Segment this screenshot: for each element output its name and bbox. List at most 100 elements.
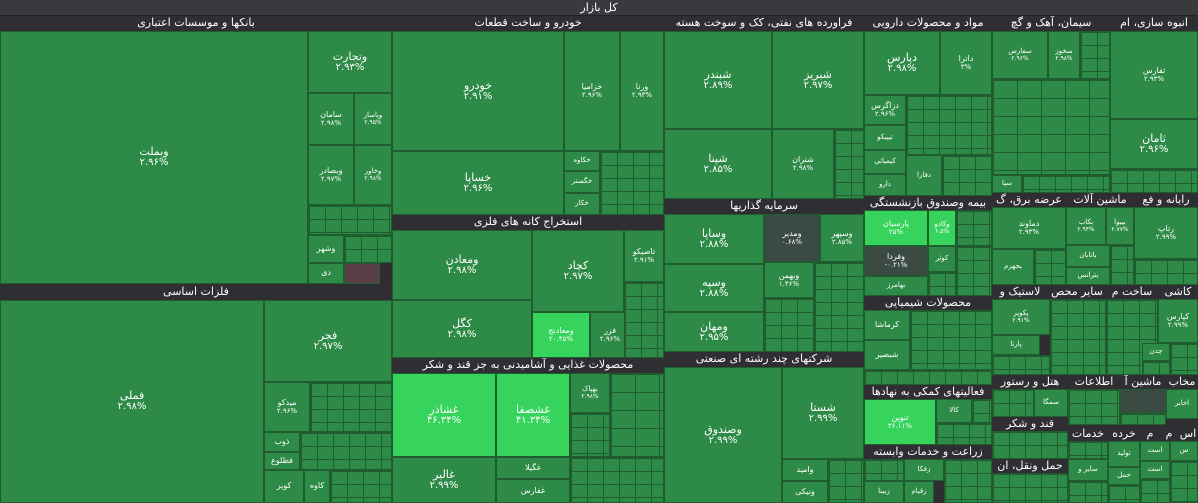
tile-bank-negative[interactable] [344,263,380,284]
tile-kermasha[interactable]: کرماشا [864,310,910,340]
tile-shasta[interactable]: شستا ۲.۹۹% [782,367,864,459]
tile-bataban[interactable]: باتابان [1066,245,1110,267]
tile-shtabriz[interactable]: شبریز ۲.۹۷% [772,31,864,129]
tile-bjhrm[interactable]: بجهرم [992,249,1034,285]
sector-header-comp[interactable]: رایانه و فع [1134,193,1198,207]
tile-zfkha[interactable]: زفکا [904,459,944,481]
tile-zbina[interactable]: زبینا [864,481,904,503]
sector-header-chem[interactable]: محصولات شیمیایی [864,296,992,310]
tile-vsapa[interactable]: وساپا ۲.۸۸% [664,214,764,264]
tile-sgha[interactable]: سمگا [1034,389,1068,417]
tile-asat[interactable]: است [1140,441,1170,461]
tile-akhbar[interactable]: اخابر [1166,389,1198,419]
tile-bhpak[interactable]: بهپاک ۲.۹۸% [570,373,610,413]
tile-kheramia[interactable]: خزامیا ۲.۹۶% [564,31,620,151]
tile-vnikei[interactable]: ونیکی [782,481,828,503]
tile-shbsir[interactable]: شبصیر [864,340,910,370]
tile-fzar[interactable]: فزر ۲.۹۶% [590,312,630,358]
sector-header-lastic[interactable]: لاستیک و [992,285,1048,299]
tile-pakviran[interactable]: پکویر ۲.۹۱% [992,299,1050,335]
sector-header-multi[interactable]: شرکتهای چند رشته ای صنعتی [664,352,864,367]
tile-sayer[interactable]: سایر و [1068,459,1108,481]
tile-vrena[interactable]: ورنا ۲.۹۳% [620,31,664,151]
tile-saman2[interactable]: ثامان ۲.۹۶% [1110,119,1198,169]
sector-header-pharma[interactable]: مواد و محصولات دارویی [864,16,992,31]
sector-header-mass[interactable]: انبوه سازی، ام [1110,16,1198,31]
sector-header-transport[interactable]: حمل ونقل، ان [992,459,1068,473]
tile-bpivand[interactable]: بپیوا ۲.۷۷% [1106,207,1134,245]
tile-khodro[interactable]: خودرو ۲.۹۱% [392,31,564,151]
tile-damavand[interactable]: دماوند ۲.۹۳% [992,207,1066,249]
tile-vfarda[interactable]: وفردا -۰.۲۱% [864,246,928,276]
sector-header-oil[interactable]: فراورده های نفتی، کک و سوخت هسته [664,16,864,31]
tile-dtara[interactable]: داترا ۳% [940,31,992,95]
tile-vpasar[interactable]: وپاسار ۲.۹۵% [354,93,392,145]
sector-header-hotel[interactable]: هتل و رستور [992,375,1068,389]
tile-vsandogh[interactable]: وصندوق ۲.۹۹% [664,367,782,503]
sector-header-food[interactable]: محصولات غذایی و آشامیدنی به جز قند و شکر [392,358,664,373]
tile-vbmellat[interactable]: وبملت ۲.۹۶% [0,31,308,284]
sector-header-cement[interactable]: سیمان، آهک و گچ [992,16,1110,31]
tile-dpars[interactable]: دپارس ۲.۹۸% [864,31,940,95]
tile-kgol[interactable]: کگل ۲.۹۸% [392,300,532,358]
tile-kave[interactable]: کاوه [304,470,330,503]
tile-khgostar[interactable]: خگستر [564,171,600,193]
tile-mideko[interactable]: میدکو ۲.۹۶% [264,382,310,432]
sector-header-info[interactable]: اطلاعات [1068,375,1120,389]
tile-fameli[interactable]: فملی ۲.۹۸% [0,300,264,503]
sector-header-metals[interactable]: فلزات اساسی [0,285,392,300]
tile-rtab[interactable]: رتاپ ۲.۹۹% [1134,207,1198,259]
sector-header-services[interactable]: خدمات [1068,427,1108,441]
sector-header-invest[interactable]: سرمایه گذاریها [664,199,864,214]
sector-header-power[interactable]: عرضه برق، گ [992,193,1066,207]
tile-dzagros[interactable]: دزاگرس ۲.۹۶% [864,95,906,125]
tile-vbhman[interactable]: وبهمن ۱.۴۶% [764,262,814,298]
tile-dfara[interactable]: دفارا [906,155,942,196]
sector-header-auto[interactable]: خودرو و ساخت قطعات [392,16,664,31]
sector-header-mining[interactable]: استخراج کانه های فلزی [392,215,664,230]
tile-ghfars[interactable]: غفارس [496,479,570,503]
tile-vmaaden[interactable]: ومعادن ۲.۹۸% [392,230,532,300]
tile-vsepah[interactable]: وسپه ۲.۸۸% [664,264,764,312]
tile-bkrans[interactable]: بترانس [1066,267,1110,285]
sector-header-m2[interactable]: م [1160,427,1178,441]
tile-vmhan[interactable]: ومهان ۲.۹۵% [664,312,764,352]
tile-kala[interactable]: کالا [936,399,972,423]
tile-dey[interactable]: دی [308,263,344,284]
sector-header-tiles[interactable]: کاشی [1158,285,1198,299]
tile-kchad[interactable]: کچاد ۲.۹۷% [532,230,624,312]
tile-khkave[interactable]: خکاوه [564,151,600,171]
tile-vshahr[interactable]: وشهر [308,235,344,263]
tile-tfars[interactable]: ثفارس ۲.۹۳% [1110,31,1198,119]
tile-bkab[interactable]: بکاب ۲.۹۴% [1066,207,1106,245]
tile-vmadir[interactable]: ومدیر ۰.۶۸% [764,214,820,262]
sector-header-macha[interactable]: ماشین آ [1120,375,1166,389]
tile-shtran[interactable]: شتران ۲.۹۸% [772,129,834,199]
sector-header-insurance[interactable]: بیمه وصندوق بازنشستگی [864,196,992,210]
sector-header-support[interactable]: فعالیتهای کمکی به نهادها [864,385,992,399]
sector-header-tech[interactable]: ساخت م [1106,285,1158,299]
tile-zob[interactable]: ذوب [264,432,300,452]
tile-khsapa[interactable]: خساپا ۲.۹۶% [392,151,564,215]
tile-ghgol[interactable]: غگیلا [496,457,570,479]
tile-ghshasafa[interactable]: غشصفا ۴۱.۳۴% [496,373,570,457]
sector-header-agri[interactable]: زراعت و خدمات وابسته [864,445,992,459]
tile-vamid[interactable]: وامید [782,459,828,481]
sector-header-banks[interactable]: بانکها و موسسات اعتباری [0,16,392,31]
sector-header-sugar[interactable]: قند و شکر [992,417,1068,431]
sector-header-wood[interactable]: خرده [1108,427,1140,441]
tile-kovir[interactable]: کویر [264,470,304,503]
tile-tonobin[interactable]: تنوین ۳۶.۱۱% [864,399,936,445]
sector-header-sa[interactable]: اس [1178,427,1198,441]
tile-haml[interactable]: حمل [1108,467,1140,485]
tile-shpna[interactable]: شپنا ۲.۸۵% [664,129,772,199]
tile-sfars[interactable]: سفارس ۲.۹۶% [992,31,1048,79]
tile-vkhavar[interactable]: وخاور ۲.۹۸% [354,145,392,205]
tile-fajr[interactable]: فجر ۲.۹۷% [264,300,392,382]
tile-parsian[interactable]: پارسیان ۲۵% [864,210,928,246]
tile-tapiko[interactable]: تاصیکو ۲.۹۱% [624,230,664,282]
tile-ghalbor[interactable]: غالبر ۲.۹۹% [392,457,496,503]
tile-vbsader[interactable]: وبصادر ۲.۹۷% [308,145,354,205]
tile-s1[interactable]: س [1170,441,1198,461]
tile-darou[interactable]: دارو [864,174,906,196]
